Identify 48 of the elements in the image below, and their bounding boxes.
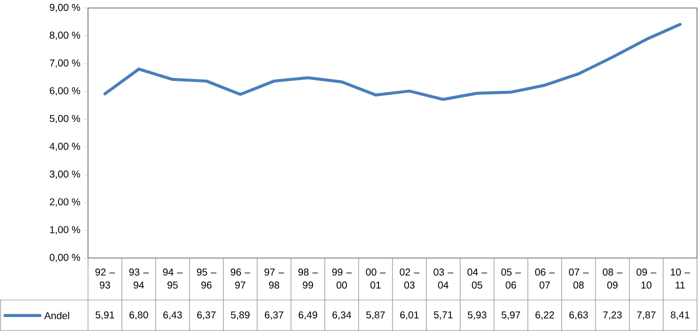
x-tick-label: 07 – 08 [568, 268, 589, 289]
y-tick-label: 8,00 % [50, 32, 80, 40]
x-tick-label: 06 – 07 [535, 268, 555, 289]
data-label: 6,43 [163, 311, 182, 320]
x-tick-label: 05 – 06 [501, 268, 521, 289]
data-label: 6,80 [130, 311, 148, 320]
data-label: 6,63 [569, 311, 588, 320]
data-label: 6,01 [400, 311, 419, 320]
data-label: 5,71 [434, 311, 453, 320]
y-tick-label: 5,00 % [50, 114, 80, 124]
data-label: 7,87 [637, 311, 656, 320]
x-tick-label: 96 – 97 [230, 268, 250, 289]
data-label: 7,23 [603, 311, 622, 320]
data-label: 5,93 [468, 311, 486, 320]
y-tick-label: 1,00 % [50, 226, 80, 234]
data-label: 8,41 [670, 311, 690, 320]
x-tick-label: 97 – 98 [264, 268, 284, 289]
data-label: 6,37 [264, 311, 284, 320]
y-tick-label: 2,00 % [50, 198, 80, 207]
x-tick-label: 10 – 11 [670, 268, 690, 289]
y-tick-label: 3,00 % [50, 170, 80, 179]
y-tick-label: 4,00 % [50, 142, 80, 152]
x-tick-label: 93 – 94 [129, 268, 149, 289]
data-label: 6,37 [197, 311, 216, 320]
x-tick-label: 99 – 00 [332, 268, 352, 289]
data-label: 6,22 [536, 311, 554, 320]
x-tick-label: 94 – 95 [163, 268, 183, 289]
data-label: 5,91 [96, 311, 114, 320]
data-label: 5,89 [230, 311, 250, 320]
x-tick-label: 95 – 96 [196, 268, 216, 289]
y-tick-label: 0,00 % [50, 254, 80, 262]
x-tick-label: 04 – 05 [467, 268, 488, 289]
data-label: 5,87 [366, 311, 385, 320]
x-tick-label: 03 – 04 [434, 268, 454, 289]
y-tick-label: 7,00 % [50, 59, 80, 68]
x-tick-label: 00 – 01 [366, 268, 386, 289]
y-tick-label: 6,00 % [50, 87, 80, 96]
x-tick-label: 92 – 93 [95, 268, 115, 289]
data-label: 5,97 [502, 311, 520, 320]
line-series [103, 22, 682, 101]
x-tick-label: 98 – 99 [298, 268, 318, 289]
y-tick-label: 9,00 % [50, 4, 80, 12]
x-tick-label: 08 – 09 [602, 268, 622, 289]
data-label: 6,34 [332, 311, 352, 320]
data-label: 6,49 [298, 311, 318, 320]
legend-label: Andel [44, 312, 70, 320]
x-tick-label: 02 – 03 [400, 268, 420, 289]
x-tick-label: 09 – 10 [636, 268, 656, 289]
